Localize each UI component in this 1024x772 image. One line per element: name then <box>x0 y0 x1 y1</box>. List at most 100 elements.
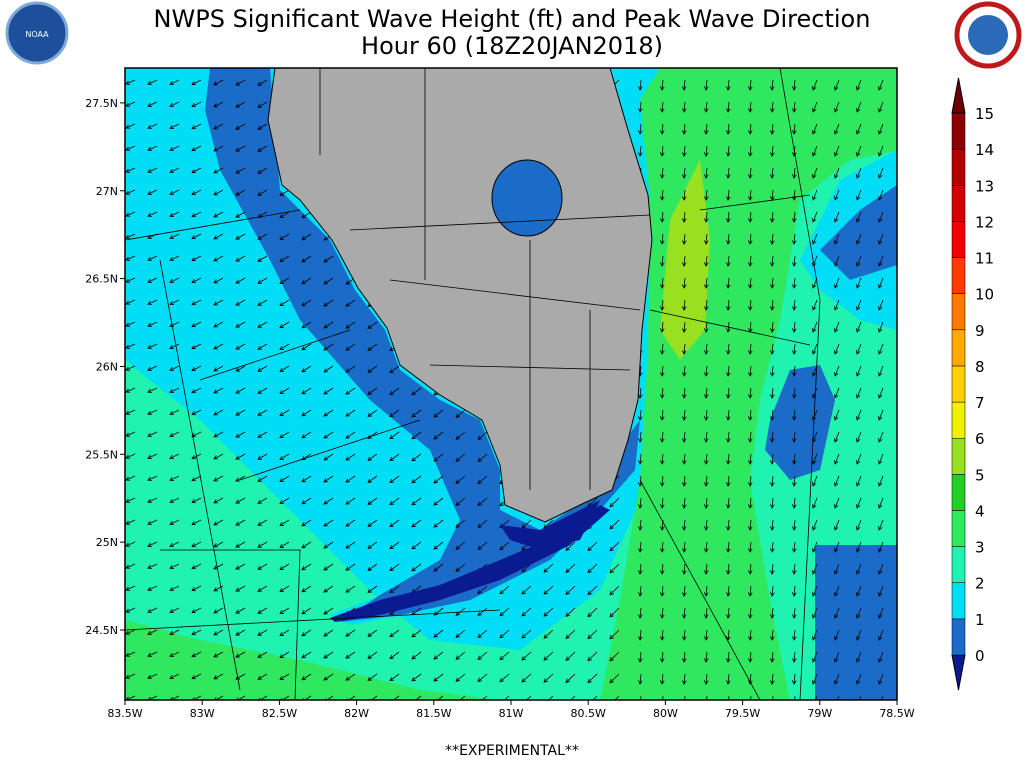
wave-arrow <box>609 629 620 640</box>
wave-arrow <box>213 167 224 174</box>
wave-arrow <box>878 343 884 355</box>
lon-tick-label: 80.5W <box>571 707 606 720</box>
colorbar-label: 5 <box>975 466 985 484</box>
wave-arrow <box>125 211 136 217</box>
colorbar-band <box>951 329 966 367</box>
wave-arrow <box>323 299 334 307</box>
wave-arrow <box>147 673 158 679</box>
sea-0-1-se <box>815 545 897 700</box>
wave-arrow <box>147 167 158 173</box>
wave-arrow <box>411 387 422 396</box>
wave-arrow <box>169 365 180 372</box>
lat-tick-label: 27.5N <box>85 97 118 110</box>
wave-arrow <box>301 651 312 659</box>
wave-arrow <box>257 79 268 86</box>
wave-arrow <box>169 299 180 306</box>
wave-arrow <box>367 475 378 483</box>
wave-arrow <box>323 343 334 351</box>
wave-arrow <box>770 365 775 377</box>
wave-arrow <box>792 277 797 289</box>
wave-arrow <box>836 695 840 700</box>
wave-arrow <box>704 79 709 91</box>
wave-arrow <box>433 519 444 528</box>
wave-arrow <box>748 277 753 289</box>
wave-arrow <box>477 519 488 529</box>
wave-arrow <box>704 211 709 223</box>
wave-arrow <box>812 651 818 663</box>
wave-arrow <box>323 673 334 681</box>
wave-arrow <box>834 651 840 663</box>
wave-arrow <box>125 167 136 173</box>
wave-arrow <box>301 277 312 285</box>
wave-arrow <box>660 123 665 135</box>
wave-arrow <box>682 167 687 179</box>
wave-arrow <box>345 673 356 681</box>
wave-arrow <box>638 431 643 443</box>
wave-arrow <box>323 585 334 593</box>
wave-arrow <box>367 387 378 395</box>
wave-arrow <box>455 519 466 528</box>
wave-arrow <box>191 541 202 548</box>
wave-arrow <box>191 255 202 262</box>
wave-arrow <box>812 189 818 201</box>
wave-arrow <box>235 585 246 592</box>
wave-arrow <box>323 409 334 417</box>
wave-arrow <box>792 79 797 91</box>
wave-arrow <box>770 585 775 597</box>
wave-arrow <box>169 167 180 174</box>
wave-arrow <box>169 233 180 240</box>
wave-arrow <box>455 475 466 484</box>
colorbar-band <box>951 365 966 403</box>
colorbar-label: 0 <box>975 647 985 665</box>
wave-arrow <box>543 585 554 595</box>
wave-arrow <box>587 541 598 552</box>
wave-arrow <box>748 365 753 377</box>
wave-arrow <box>389 651 400 660</box>
wave-arrow <box>125 629 136 635</box>
wave-arrow <box>477 431 488 441</box>
wave-arrow <box>726 343 731 355</box>
wave-arrow <box>499 629 510 639</box>
wave-arrow <box>125 299 136 305</box>
wave-arrow <box>213 233 224 240</box>
wave-arrow <box>147 123 158 129</box>
wave-arrow <box>301 365 312 373</box>
colorbar-label: 3 <box>975 539 985 557</box>
lon-tick-label: 80W <box>653 707 678 720</box>
colorbar-label: 13 <box>975 177 994 195</box>
wave-arrow <box>660 145 665 157</box>
wave-arrow <box>878 585 884 597</box>
wave-arrow <box>878 189 884 201</box>
wave-arrow <box>389 673 400 682</box>
wave-arrow <box>660 321 665 333</box>
wave-arrow <box>147 431 158 437</box>
wave-arrow <box>750 695 752 700</box>
wave-arrow <box>345 475 356 483</box>
wave-arrow <box>609 541 620 552</box>
colorbar-label: 4 <box>975 502 985 520</box>
wave-arrow <box>878 321 884 333</box>
wave-arrow <box>279 475 290 482</box>
wave-arrow <box>301 233 312 241</box>
wave-arrow <box>792 365 797 377</box>
wave-arrow <box>638 145 643 157</box>
wave-arrow <box>169 387 180 394</box>
wave-arrow <box>367 585 378 593</box>
wave-arrow <box>389 629 400 638</box>
wave-arrow <box>834 607 840 619</box>
wave-arrow <box>834 409 840 421</box>
wave-arrow <box>213 475 224 482</box>
wave-arrow <box>726 387 731 399</box>
title-line-1: NWPS Significant Wave Height (ft) and Pe… <box>154 5 871 33</box>
wave-arrow <box>682 497 687 509</box>
wave-arrow <box>726 299 731 311</box>
wave-arrow <box>638 585 643 597</box>
wave-arrow <box>235 497 246 504</box>
wave-arrow <box>704 365 709 377</box>
wave-arrow <box>770 123 775 135</box>
wave-arrow <box>792 673 797 685</box>
wave-arrow <box>169 431 180 438</box>
wave-arrow <box>433 475 444 484</box>
colorbar-band <box>951 112 966 150</box>
wave-arrow <box>726 233 731 245</box>
